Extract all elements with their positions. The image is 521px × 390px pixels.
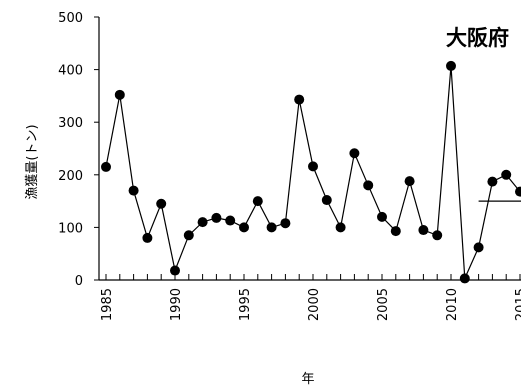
data-point <box>501 169 512 180</box>
data-point <box>114 89 125 100</box>
data-point <box>335 222 346 233</box>
data-point <box>390 226 401 237</box>
y-axis-label: 漁獲量(トン) <box>25 124 40 199</box>
region-label: 大阪府 <box>446 26 509 50</box>
data-point <box>515 186 521 197</box>
series-line <box>105 65 521 279</box>
x-tick-label: 2005 <box>376 288 391 321</box>
data-point <box>280 218 291 229</box>
data-point <box>363 180 374 191</box>
data-point <box>349 148 360 159</box>
x-tick-label: 2015 <box>514 288 521 321</box>
data-point <box>432 230 443 241</box>
data-point <box>225 215 236 226</box>
x-tick-label: 1995 <box>238 288 253 321</box>
data-point <box>252 196 263 207</box>
y-tick-label: 300 <box>58 116 83 131</box>
data-point <box>239 222 249 233</box>
y-tick-label: 0 <box>75 274 83 289</box>
data-point <box>128 185 139 196</box>
data-point <box>321 195 332 206</box>
data-point <box>266 222 277 233</box>
data-point <box>487 176 498 187</box>
data-point <box>446 60 456 71</box>
data-point <box>418 225 429 236</box>
y-ticks: 0 100 200 300 400 500 <box>58 11 99 289</box>
data-point <box>211 212 222 223</box>
data-point <box>404 176 415 187</box>
x-ticks: 19851990199520002005201020152020 <box>100 274 521 321</box>
y-tick-label: 500 <box>58 11 83 26</box>
data-point <box>459 273 470 284</box>
data-point <box>308 161 318 172</box>
data-point <box>183 230 194 241</box>
x-tick-label: 2010 <box>445 288 460 321</box>
axes <box>98 17 521 281</box>
x-tick-label: 2000 <box>307 288 322 321</box>
data-point <box>170 265 180 276</box>
data-point <box>294 94 305 105</box>
y-tick-label: 400 <box>58 64 83 79</box>
y-tick-label: 100 <box>58 221 83 236</box>
data-point <box>101 161 111 172</box>
x-axis-label: 年 <box>301 372 314 387</box>
data-point <box>377 211 387 222</box>
y-tick-label: 200 <box>58 169 83 184</box>
data-point <box>197 217 208 228</box>
data-point <box>142 232 153 243</box>
x-tick-label: 1990 <box>169 288 184 321</box>
data-point <box>473 242 484 253</box>
x-tick-label: 1985 <box>100 288 115 321</box>
data-point <box>156 198 167 209</box>
series-group <box>101 60 521 284</box>
